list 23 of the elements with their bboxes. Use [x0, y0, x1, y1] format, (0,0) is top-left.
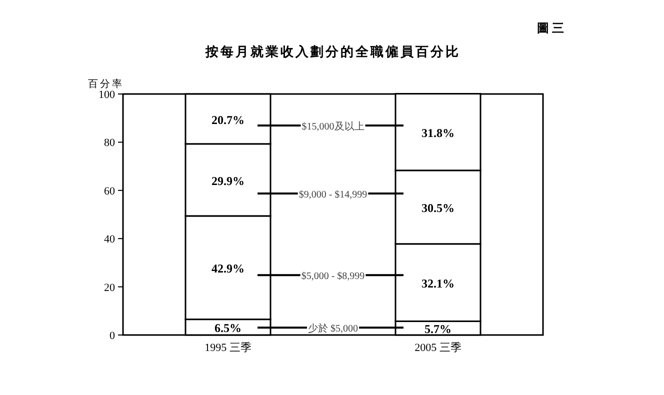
y-axis-title: 百分率: [88, 78, 124, 90]
y-tick-label: 20: [104, 282, 116, 294]
data-label: 6.5%: [214, 321, 242, 336]
y-tick-label: 60: [104, 185, 116, 198]
legend-label: 少於 $5,000: [308, 322, 358, 335]
data-label: 29.9%: [212, 174, 244, 188]
y-tick-label: 80: [104, 137, 116, 150]
data-label: 31.8%: [422, 126, 454, 140]
data-label: 32.1%: [422, 276, 454, 291]
chart-title: 按每月就業收入劃分的全職僱員百分比: [204, 44, 460, 59]
text: 圖三: [537, 21, 567, 35]
data-label: 42.9%: [212, 262, 244, 276]
legend-label: $9,000 - $14,999: [298, 190, 368, 201]
data-label: 5.7%: [424, 322, 452, 336]
y-tick-label: 40: [104, 234, 116, 246]
data-label: 30.5%: [422, 201, 454, 216]
y-tick-label: 0: [110, 330, 116, 342]
x-tick-label: 1995 三季: [204, 341, 252, 354]
data-label: 20.7%: [212, 112, 244, 127]
y-tick-label: 100: [98, 89, 116, 101]
x-tick-label: 2005 三季: [414, 341, 462, 354]
legend-label: $15,000及以上: [302, 120, 364, 133]
legend-label: $5,000 - $8,999: [301, 271, 365, 282]
